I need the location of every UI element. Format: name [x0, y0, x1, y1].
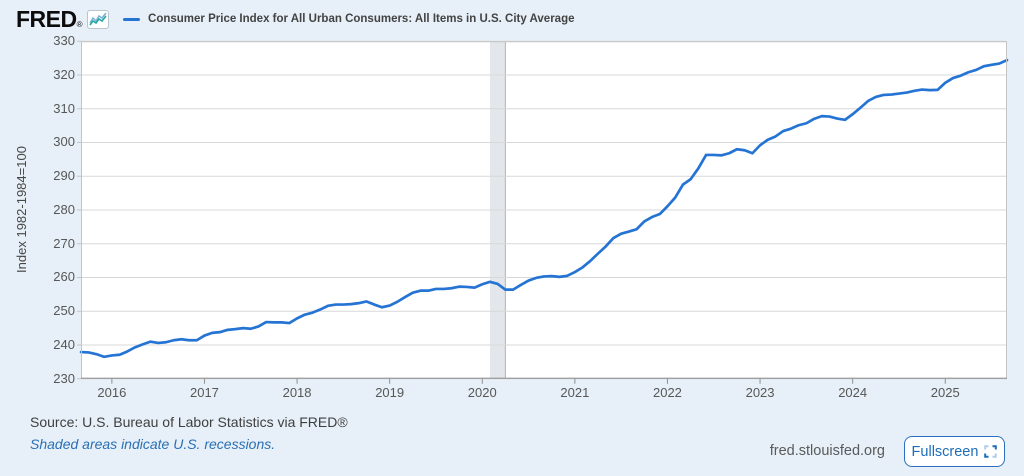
x-tick-label: 2018 [282, 385, 312, 400]
source-text: Source: U.S. Bureau of Labor Statistics … [30, 414, 348, 430]
y-tick-label: 270 [53, 235, 75, 251]
y-tick-label: 250 [53, 303, 75, 318]
legend-series-label: Consumer Price Index for All Urban Consu… [148, 13, 575, 25]
x-tick-label: 2023 [745, 385, 775, 400]
x-tick-label: 2019 [375, 385, 405, 400]
recession-note-link[interactable]: Shaded areas indicate U.S. recessions. [30, 436, 276, 452]
fullscreen-button[interactable]: Fullscreen [904, 436, 1005, 467]
x-tick-label: 2020 [467, 385, 497, 400]
y-tick-label: 330 [53, 33, 75, 48]
fred-chart-icon [87, 9, 110, 29]
x-tick-label: 2017 [189, 385, 219, 400]
x-tick-label: 2016 [97, 385, 127, 400]
y-tick-label: 300 [53, 134, 75, 150]
x-tick-label: 2025 [930, 385, 960, 400]
y-axis-title: Index 1982-1984=100 [14, 146, 29, 273]
y-tick-label: 240 [53, 336, 75, 352]
y-tick-label: 280 [53, 201, 75, 217]
y-tick-label: 290 [53, 168, 75, 183]
legend-line-swatch [123, 17, 141, 21]
x-tick-label: 2022 [652, 385, 682, 400]
fullscreen-button-label: Fullscreen [911, 443, 979, 460]
y-tick-label: 320 [53, 66, 75, 82]
fred-logo-text: FRED [16, 5, 77, 32]
fred-logo-link[interactable]: FRED® [16, 5, 83, 32]
registered-mark: ® [76, 19, 83, 29]
plot-canvas[interactable] [77, 40, 1009, 384]
fred-site-link[interactable]: fred.stlouisfed.org [769, 443, 885, 459]
y-tick-label: 310 [53, 100, 75, 116]
x-tick-label: 2024 [838, 385, 868, 400]
y-tick-label: 230 [53, 370, 75, 386]
cpi-data-line [79, 58, 1009, 359]
y-tick-label: 260 [53, 269, 75, 285]
mini-sparkline-icon [89, 12, 107, 26]
chart-header: FRED® Consumer Price Index for All Urban… [16, 6, 575, 32]
fullscreen-expand-icon [984, 445, 998, 458]
x-tick-label: 2021 [560, 385, 590, 400]
